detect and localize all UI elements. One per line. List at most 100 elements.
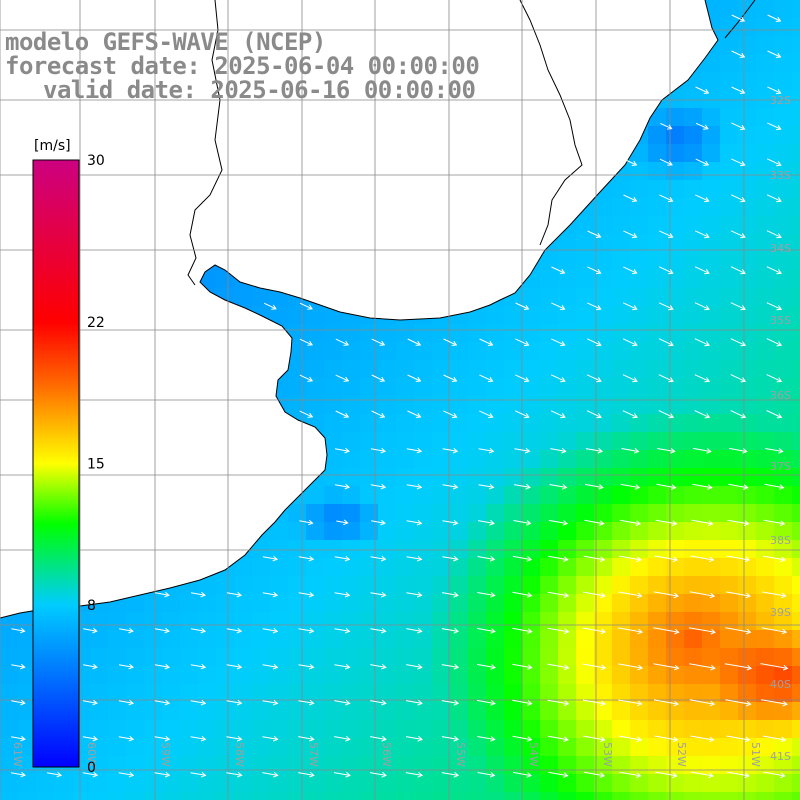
- wind-speed-cell: [198, 702, 216, 720]
- wind-speed-cell: [774, 486, 792, 504]
- wind-speed-cell: [666, 720, 684, 738]
- wind-arrow: [406, 663, 423, 670]
- wind-speed-cell: [720, 126, 738, 144]
- wind-arrow: [690, 555, 715, 563]
- latitude-label: 35S: [770, 314, 791, 327]
- wind-arrow: [653, 699, 679, 707]
- wind-arrow: [226, 771, 243, 778]
- wind-speed-cell: [702, 630, 720, 648]
- wind-speed-cell: [198, 576, 216, 594]
- wind-speed-cell: [540, 378, 558, 396]
- wind-arrow: [658, 338, 674, 347]
- wind-speed-cell: [450, 756, 468, 774]
- wind-speed-cell: [576, 324, 594, 342]
- wind-speed-cell: [774, 576, 792, 594]
- wind-arrow: [695, 86, 710, 94]
- wind-speed-cell: [18, 648, 36, 666]
- wind-speed-cell: [288, 738, 306, 756]
- wind-speed-cell: [504, 558, 522, 576]
- wind-speed-cell: [396, 666, 414, 684]
- wind-speed-cell: [450, 702, 468, 720]
- wind-speed-cell: [162, 630, 180, 648]
- wind-speed-cell: [216, 684, 234, 702]
- wind-arrow: [622, 302, 638, 311]
- wind-speed-cell: [522, 504, 540, 522]
- wind-speed-cell: [792, 504, 800, 522]
- wind-speed-cell: [738, 306, 756, 324]
- wind-speed-cell: [396, 396, 414, 414]
- wind-speed-cell: [774, 162, 792, 180]
- wind-speed-cell: [252, 684, 270, 702]
- wind-speed-cell: [486, 306, 504, 324]
- wind-speed-cell: [540, 756, 558, 774]
- wind-speed-cell: [396, 738, 414, 756]
- wind-speed-cell: [432, 540, 450, 558]
- wind-speed-cell: [576, 522, 594, 540]
- wind-speed-cell: [414, 558, 432, 576]
- wind-arrow: [334, 663, 351, 670]
- wind-speed-cell: [756, 576, 774, 594]
- wind-speed-cell: [144, 702, 162, 720]
- wind-speed-cell: [720, 90, 738, 108]
- wind-speed-cell: [666, 612, 684, 630]
- wind-speed-cell: [540, 342, 558, 360]
- wind-speed-cell: [738, 54, 756, 72]
- wind-arrow: [478, 483, 495, 490]
- wind-speed-cell: [738, 576, 756, 594]
- wind-speed-cell: [288, 792, 306, 800]
- wind-speed-cell: [288, 630, 306, 648]
- wind-arrow: [548, 771, 569, 778]
- wind-speed-cell: [522, 522, 540, 540]
- wind-speed-cell: [126, 792, 144, 800]
- wind-arrow: [334, 483, 351, 490]
- wind-arrow: [761, 627, 788, 635]
- wind-speed-cell: [702, 594, 720, 612]
- wind-speed-cell: [792, 18, 800, 36]
- wind-speed-cell: [54, 792, 72, 800]
- wind-speed-cell: [738, 270, 756, 288]
- wind-speed-cell: [630, 576, 648, 594]
- wind-arrow: [760, 663, 789, 671]
- wind-speed-cell: [720, 270, 738, 288]
- wind-speed-cell: [270, 792, 288, 800]
- longitude-label: 61W: [11, 742, 24, 767]
- wind-speed-cell: [558, 234, 576, 252]
- wind-speed-cell: [252, 756, 270, 774]
- wind-speed-cell: [648, 540, 666, 558]
- latitude-label: 38S: [770, 534, 791, 547]
- wind-speed-cell: [252, 720, 270, 738]
- wind-speed-cell: [684, 216, 702, 234]
- wind-speed-cell: [180, 756, 198, 774]
- wind-speed-cell: [666, 558, 684, 576]
- wind-arrow: [658, 374, 674, 383]
- wind-speed-cell: [162, 792, 180, 800]
- wind-speed-cell: [576, 702, 594, 720]
- wind-speed-cell: [648, 702, 666, 720]
- colorbar-ticks: 30 22 15 8 0: [87, 153, 105, 776]
- wind-speed-cell: [630, 234, 648, 252]
- wind-speed-cell: [450, 720, 468, 738]
- wind-speed-cell: [234, 702, 252, 720]
- wind-speed-cell: [666, 90, 684, 108]
- colorbar-tick-label: 8: [87, 598, 96, 614]
- wind-speed-cell: [486, 720, 504, 738]
- wind-speed-cell: [288, 702, 306, 720]
- wind-speed-cell: [126, 702, 144, 720]
- wind-arrow: [299, 338, 313, 346]
- wind-speed-cell: [432, 630, 450, 648]
- wind-speed-cell: [594, 594, 612, 612]
- wind-speed-cell: [756, 702, 774, 720]
- wind-speed-cell: [306, 558, 324, 576]
- wind-speed-cell: [648, 648, 666, 666]
- wind-speed-cell: [720, 594, 738, 612]
- wind-speed-cell: [378, 792, 396, 800]
- wind-speed-cell: [468, 666, 486, 684]
- wind-speed-cell: [270, 666, 288, 684]
- wind-speed-cell: [558, 666, 576, 684]
- wind-speed-cell: [648, 126, 666, 144]
- wind-speed-cell: [792, 414, 800, 432]
- wind-speed-cell: [558, 378, 576, 396]
- wind-arrow: [695, 122, 709, 130]
- wind-arrow: [154, 699, 171, 706]
- wind-speed-cell: [360, 468, 378, 486]
